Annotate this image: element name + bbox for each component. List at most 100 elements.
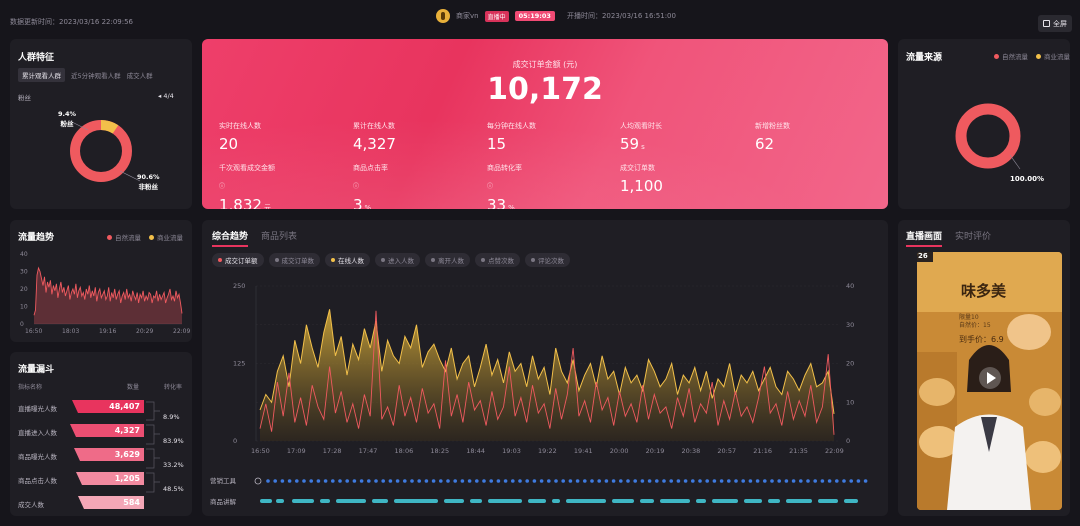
tab-combined-trend[interactable]: 综合趋势 (212, 229, 249, 247)
product-explain-segment[interactable] (612, 499, 634, 503)
marketing-tool-dot[interactable] (561, 479, 565, 483)
marketing-tool-dot[interactable] (727, 479, 731, 483)
marketing-tool-dot[interactable] (446, 479, 450, 483)
product-explain-segment[interactable] (488, 499, 522, 503)
marketing-tool-dot[interactable] (331, 479, 335, 483)
tab-live-comments[interactable]: 实时评价 (955, 232, 992, 242)
product-explain-segment[interactable] (394, 499, 438, 503)
marketing-tool-dot[interactable] (280, 479, 285, 483)
marketing-tool-dot[interactable] (345, 479, 349, 483)
series-toggle-pill[interactable]: 在线人数 (325, 253, 370, 267)
marketing-tool-dot[interactable] (539, 479, 544, 483)
marketing-tool-dot[interactable] (820, 479, 825, 483)
marketing-tool-dot[interactable] (640, 479, 645, 483)
product-explain-segment[interactable] (640, 499, 654, 503)
marketing-tool-dot[interactable] (367, 479, 371, 483)
marketing-tool-dot[interactable] (669, 479, 673, 483)
marketing-tool-dot[interactable] (791, 479, 796, 483)
marketing-tool-dot[interactable] (431, 479, 436, 483)
marketing-tool-dot[interactable] (295, 479, 299, 483)
marketing-tool-dot[interactable] (691, 479, 695, 483)
marketing-tool-dot[interactable] (460, 479, 465, 483)
marketing-tool-dot[interactable] (287, 479, 292, 483)
marketing-tool-dot[interactable] (763, 479, 767, 483)
marketing-tool-dot[interactable] (719, 479, 724, 483)
marketing-tool-dot[interactable] (835, 479, 839, 483)
marketing-tool-dot[interactable] (748, 479, 753, 483)
product-explain-segment[interactable] (696, 499, 706, 503)
marketing-tool-dot[interactable] (403, 479, 407, 483)
marketing-tool-dot[interactable] (388, 479, 393, 483)
product-explain-segment[interactable] (470, 499, 482, 503)
marketing-tool-dot[interactable] (359, 479, 364, 483)
marketing-tool-dot[interactable] (554, 479, 558, 483)
product-explain-segment[interactable] (336, 499, 366, 503)
marketing-tool-dot[interactable] (525, 479, 529, 483)
marketing-tool-dot[interactable] (741, 479, 745, 483)
product-explain-segment[interactable] (552, 499, 560, 503)
marketing-tool-dot[interactable] (475, 479, 479, 483)
marketing-tool-dot[interactable] (806, 479, 810, 483)
marketing-tool-dot[interactable] (619, 479, 623, 483)
marketing-tool-dot[interactable] (647, 479, 652, 483)
marketing-tool-dot[interactable] (547, 479, 551, 483)
series-toggle-pill[interactable]: 点赞次数 (475, 253, 520, 267)
product-explain-segment[interactable] (292, 499, 314, 503)
chevron-left-icon[interactable]: ◂ (158, 92, 162, 100)
marketing-tool-dot[interactable] (532, 479, 537, 483)
marketing-tool-dot[interactable] (863, 479, 868, 483)
series-toggle-pill[interactable]: 评论次数 (525, 253, 570, 267)
product-explain-segment[interactable] (276, 499, 284, 503)
marketing-tool-dot[interactable] (813, 479, 817, 483)
marketing-tool-dot[interactable] (518, 479, 522, 483)
tab-live-screen[interactable]: 直播画面 (906, 229, 943, 247)
info-icon[interactable]: ⓘ (353, 183, 360, 190)
series-toggle-pill[interactable]: 进入人数 (375, 253, 420, 267)
product-explain-segment[interactable] (260, 499, 272, 503)
series-toggle-pill[interactable]: 离开人数 (425, 253, 470, 267)
marketing-tool-dot[interactable] (827, 479, 832, 483)
marketing-tool-dot[interactable] (309, 479, 313, 483)
product-explain-segment[interactable] (660, 499, 690, 503)
marketing-tool-dot[interactable] (316, 479, 321, 483)
product-explain-segment[interactable] (768, 499, 780, 503)
marketing-tool-dot[interactable] (511, 479, 515, 483)
marketing-tool-dot[interactable] (712, 479, 717, 483)
marketing-tool-dot[interactable] (302, 479, 306, 483)
tab-buyers[interactable]: 成交人群 (126, 72, 153, 80)
crowd-pager[interactable]: ◂ 4/4 (158, 92, 174, 100)
marketing-tool-dot[interactable] (842, 479, 846, 483)
live-video[interactable]: 26 味多美 自然价：15 限量10 到手价：6.9 (917, 252, 1062, 510)
product-explain-segment[interactable] (786, 499, 812, 503)
marketing-tool-dot[interactable] (626, 479, 630, 483)
marketing-tool-dot[interactable] (770, 479, 774, 483)
tab-product-list[interactable]: 商品列表 (261, 232, 298, 242)
marketing-tool-dot[interactable] (273, 479, 277, 483)
marketing-tool-dot[interactable] (338, 479, 342, 483)
marketing-tool-dot[interactable] (633, 479, 637, 483)
product-explain-segment[interactable] (566, 499, 606, 503)
product-explain-segment[interactable] (712, 499, 738, 503)
marketing-tool-dot[interactable] (266, 479, 270, 483)
series-toggle-pill[interactable]: 成交订单额 (212, 253, 264, 267)
product-explain-segment[interactable] (444, 499, 464, 503)
marketing-tool-dot[interactable] (698, 479, 702, 483)
marketing-tool-dot[interactable] (676, 479, 681, 483)
fullscreen-button[interactable]: 全屏 (1038, 15, 1072, 32)
product-explain-segment[interactable] (528, 499, 546, 503)
product-explain-segment[interactable] (372, 499, 388, 503)
marketing-tool-dot[interactable] (604, 479, 609, 483)
marketing-tool-dot[interactable] (453, 479, 457, 483)
marketing-tool-dot[interactable] (395, 479, 400, 483)
product-explain-segment[interactable] (320, 499, 330, 503)
marketing-tool-dot[interactable] (568, 479, 573, 483)
marketing-tool-dot[interactable] (849, 479, 853, 483)
marketing-tool-dot[interactable] (611, 479, 616, 483)
marketing-tool-dot[interactable] (503, 479, 508, 483)
marketing-tool-dot[interactable] (352, 479, 357, 483)
marketing-tool-dot[interactable] (856, 479, 861, 483)
marketing-tool-dot[interactable] (417, 479, 421, 483)
marketing-tool-dot[interactable] (467, 479, 472, 483)
marketing-tool-dot[interactable] (734, 479, 738, 483)
marketing-tool-dot[interactable] (482, 479, 486, 483)
